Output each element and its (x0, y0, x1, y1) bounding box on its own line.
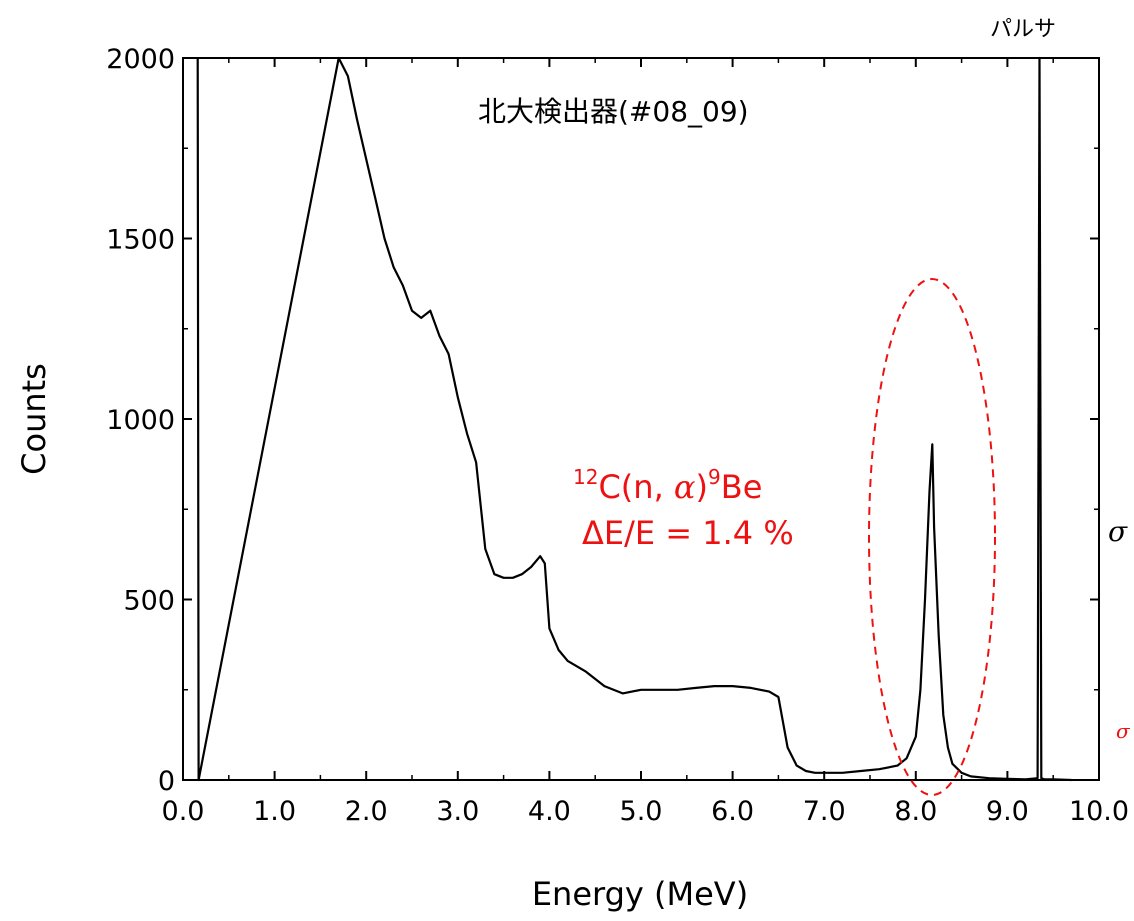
y-tick-label: 2000 (106, 44, 175, 75)
x-tick-label: 3.0 (436, 796, 479, 827)
peak-be-label: Be (721, 468, 763, 506)
series-layer (196, 56, 1072, 782)
chart-title: 北大検出器(#08_09) (478, 95, 749, 128)
x-axis-ticks: 0.0 1.0 2.0 3.0 4.0 5.0 6.0 7.0 8.0 9.0 10.0 (162, 58, 1129, 827)
y-tick-label: 500 (123, 586, 175, 617)
edge-sigma-1: σ (1108, 515, 1128, 548)
x-tick-label: 1.0 (253, 796, 296, 827)
peak-highlight-ellipse (868, 278, 996, 796)
x-tick-label: 9.0 (986, 796, 1029, 827)
plot-area-border (182, 57, 1100, 781)
peak-reaction-close: ) (696, 468, 708, 506)
y-tick-label: 1000 (106, 405, 175, 436)
edge-sigma-2: σ (1116, 719, 1131, 743)
x-axis-title: Energy (MeV) (532, 875, 748, 913)
resolution-label: ΔE/E = 1.4 % (582, 514, 794, 552)
y-tick-label: 0 (158, 766, 175, 797)
spectrum-line (196, 56, 1072, 782)
y-axis-ticks: 0 500 1000 1500 2000 (106, 44, 1099, 797)
x-tick-label: 6.0 (711, 796, 754, 827)
y-axis-title: Counts (15, 363, 53, 475)
x-tick-label: 10.0 (1069, 796, 1129, 827)
peak-be-superscript: 9 (708, 465, 721, 489)
peak-mass-superscript: 12 (573, 465, 598, 489)
x-tick-label: 4.0 (528, 796, 571, 827)
pulser-label: パルサ (990, 17, 1056, 42)
x-tick-label: 2.0 (345, 796, 388, 827)
peak-reaction-main: C(n, (598, 468, 673, 506)
x-tick-label: 5.0 (620, 796, 663, 827)
peak-alpha-symbol: α (674, 468, 696, 506)
y-tick-label: 1500 (106, 225, 175, 256)
x-tick-label: 7.0 (803, 796, 846, 827)
x-tick-label: 8.0 (894, 796, 937, 827)
peak-reaction-label: 12C(n, α)9Be (573, 465, 762, 506)
x-tick-label: 0.0 (162, 796, 205, 827)
plot-frame (182, 57, 1100, 781)
